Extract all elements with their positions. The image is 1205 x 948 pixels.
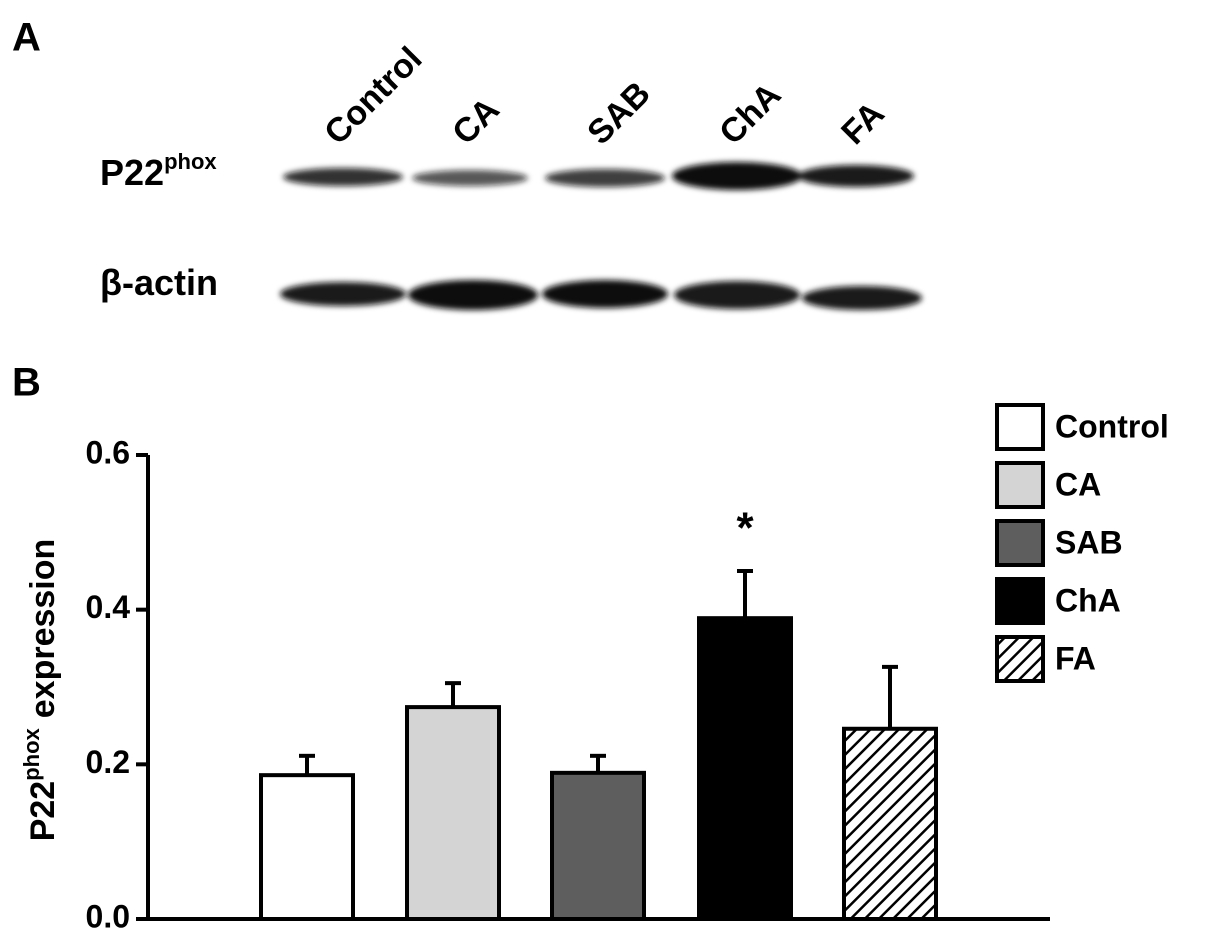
panel-label: B bbox=[12, 361, 41, 405]
annotation: * bbox=[736, 504, 754, 553]
bar bbox=[550, 770, 646, 922]
legend-label: FA bbox=[1055, 640, 1096, 676]
y-axis-label: P22phox expression bbox=[19, 539, 62, 842]
blot-bands bbox=[280, 162, 922, 310]
y-tick-label: 0.4 bbox=[86, 589, 131, 625]
bar bbox=[259, 773, 355, 921]
y-tick-label: 0.0 bbox=[86, 898, 130, 934]
lane-label: SAB bbox=[580, 74, 658, 152]
lane-label: CA bbox=[445, 90, 507, 152]
label-text: P22 bbox=[24, 781, 62, 842]
bar bbox=[842, 726, 938, 922]
y-tick-label: 0.6 bbox=[86, 434, 130, 470]
lane-label: FA bbox=[834, 94, 892, 152]
lane-label: Control bbox=[317, 40, 429, 152]
legend-swatch bbox=[995, 577, 1045, 625]
legend-label: ChA bbox=[1055, 582, 1121, 618]
bar bbox=[405, 705, 501, 922]
legend-swatch bbox=[995, 635, 1045, 683]
legend-label: SAB bbox=[1055, 524, 1123, 560]
legend-swatch bbox=[995, 519, 1045, 567]
superscript: phox bbox=[19, 727, 44, 780]
label-text: expression bbox=[24, 539, 62, 719]
lane-label: ChA bbox=[712, 76, 788, 152]
panel-label: A bbox=[12, 16, 41, 60]
legend-swatch bbox=[995, 403, 1045, 451]
legend-swatch bbox=[995, 461, 1045, 509]
legend-label: Control bbox=[1055, 408, 1169, 444]
row-label: β-actin bbox=[100, 262, 218, 303]
label-text: P22 bbox=[100, 152, 164, 193]
row-label: P22phox bbox=[100, 149, 217, 193]
superscript: phox bbox=[164, 149, 217, 174]
label-text: β-actin bbox=[100, 262, 218, 303]
y-tick-label: 0.2 bbox=[86, 744, 130, 780]
bar bbox=[697, 616, 793, 921]
legend-label: CA bbox=[1055, 466, 1101, 502]
